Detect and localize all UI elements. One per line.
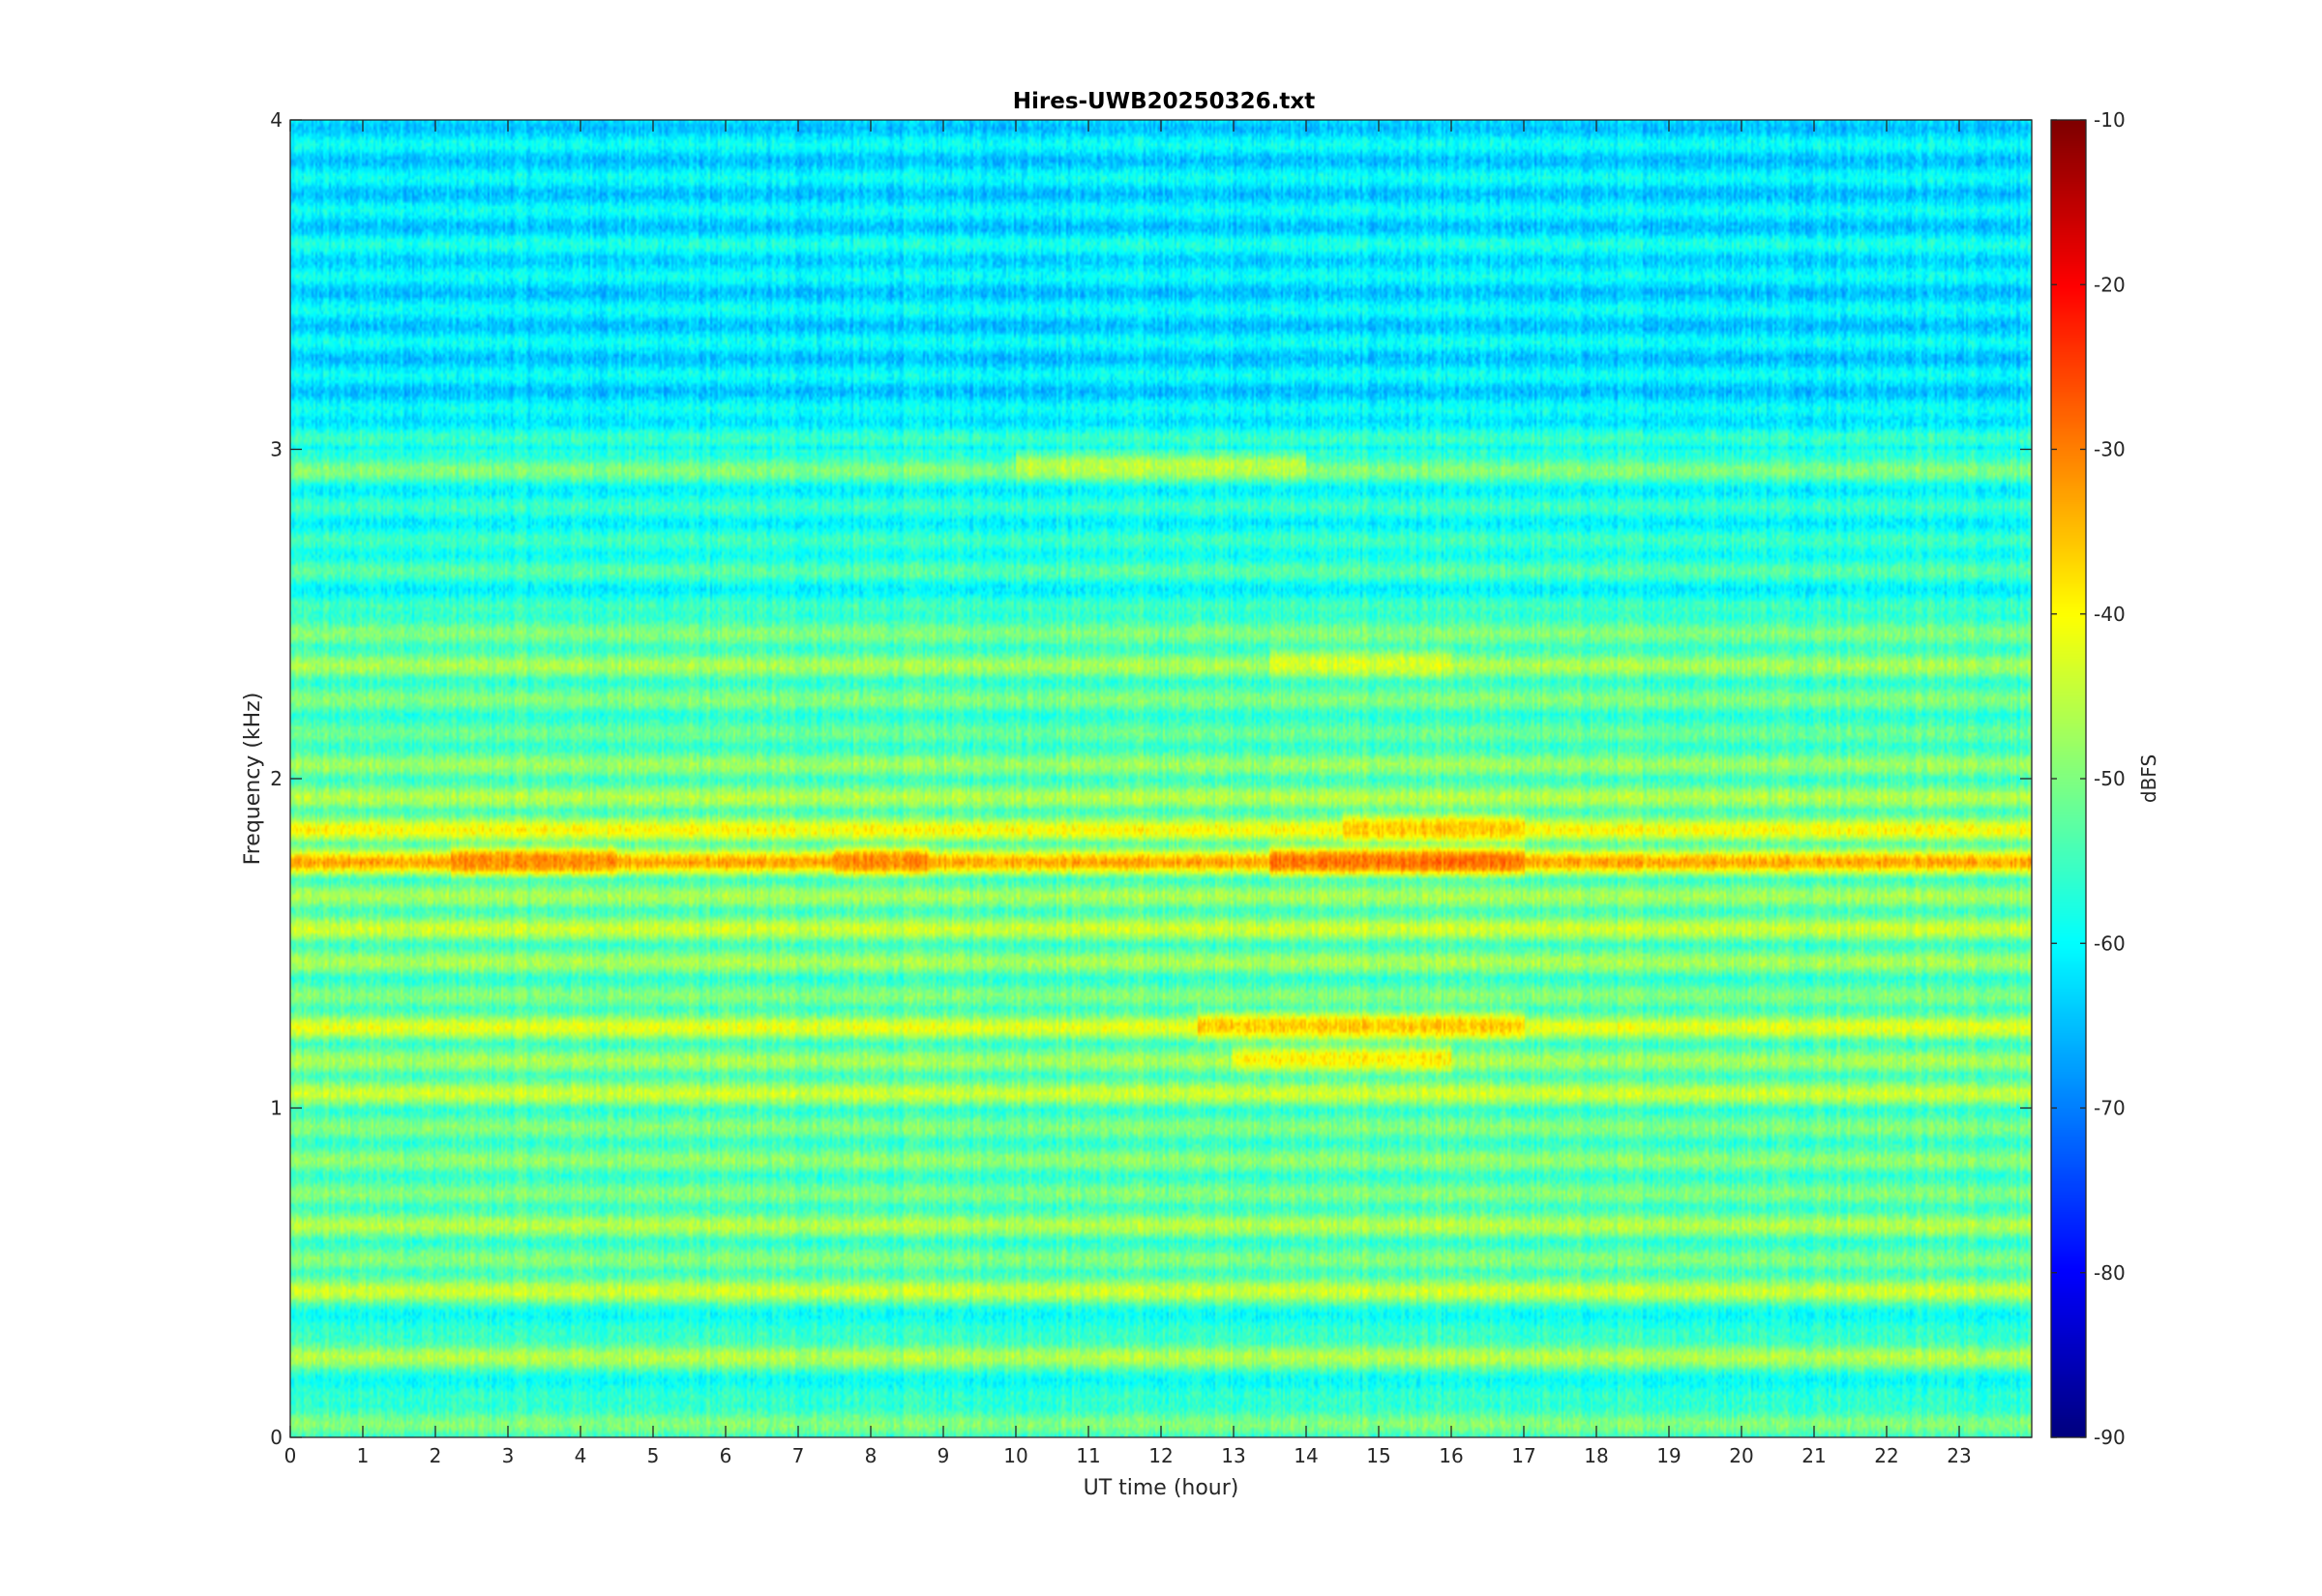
colorbar-tick-label: -10 bbox=[2094, 108, 2126, 132]
y-axis-label: Frequency (kHz) bbox=[241, 693, 265, 866]
x-tick-label: 23 bbox=[1947, 1444, 1971, 1467]
x-tick-label: 4 bbox=[575, 1444, 587, 1467]
x-tick-label: 6 bbox=[720, 1444, 732, 1467]
y-tick-label: 4 bbox=[270, 108, 283, 132]
x-tick-label: 3 bbox=[502, 1444, 515, 1467]
y-tick-label: 3 bbox=[270, 438, 283, 461]
x-tick-label: 9 bbox=[938, 1444, 950, 1467]
colorbar-tick-label: -80 bbox=[2094, 1261, 2126, 1285]
colorbar-tick-label: -60 bbox=[2094, 931, 2126, 955]
x-tick-label: 15 bbox=[1366, 1444, 1390, 1467]
x-axis-ticks: 0 1 2 3 4 5 6 7 8 9 10 11 12 13 14 15 16 17 18 19 20 21 22 23 bbox=[284, 120, 1972, 1467]
x-tick-label: 18 bbox=[1584, 1444, 1608, 1467]
x-axis-label: UT time (hour) bbox=[1084, 1476, 1239, 1500]
x-tick-label: 8 bbox=[865, 1444, 878, 1467]
x-tick-label: 2 bbox=[430, 1444, 442, 1467]
x-tick-label: 13 bbox=[1221, 1444, 1245, 1467]
colorbar-ticks: -10 -20 -30 -40 -50 -60 -70 -80 -90 bbox=[2051, 108, 2126, 1449]
x-tick-label: 14 bbox=[1294, 1444, 1318, 1467]
colorbar: -10 -20 -30 -40 -50 -60 -70 -80 -90 dBFS bbox=[2050, 108, 2160, 1449]
colorbar-label: dBFS bbox=[2137, 754, 2160, 803]
x-tick-label: 16 bbox=[1439, 1444, 1463, 1467]
colorbar-tick-label: -20 bbox=[2094, 273, 2126, 296]
x-tick-label: 1 bbox=[357, 1444, 370, 1467]
x-tick-label: 0 bbox=[284, 1444, 297, 1467]
x-tick-label: 22 bbox=[1874, 1444, 1898, 1467]
x-tick-label: 5 bbox=[647, 1444, 660, 1467]
heatmap-plot-area bbox=[289, 119, 2033, 1438]
x-tick-label: 10 bbox=[1003, 1444, 1027, 1467]
colorbar-tick-label: -90 bbox=[2094, 1426, 2126, 1449]
y-tick-label: 0 bbox=[270, 1426, 283, 1449]
colorbar-tick-label: -40 bbox=[2094, 603, 2126, 626]
colorbar-tick-label: -70 bbox=[2094, 1097, 2126, 1120]
x-tick-label: 17 bbox=[1511, 1444, 1535, 1467]
y-tick-label: 1 bbox=[270, 1097, 283, 1120]
x-tick-label: 12 bbox=[1148, 1444, 1173, 1467]
chart-title: Hires-UWB20250326.txt bbox=[1013, 89, 1315, 114]
y-axis-ticks: 0 1 2 3 4 bbox=[270, 108, 2032, 1449]
colorbar-tick-label: -50 bbox=[2094, 767, 2126, 790]
colorbar-tick-label: -30 bbox=[2094, 438, 2126, 461]
x-tick-label: 21 bbox=[1801, 1444, 1826, 1467]
x-tick-label: 11 bbox=[1076, 1444, 1100, 1467]
y-tick-label: 2 bbox=[270, 767, 283, 790]
spectrogram-heatmap bbox=[290, 120, 2032, 1437]
x-tick-label: 7 bbox=[792, 1444, 805, 1467]
x-tick-label: 19 bbox=[1656, 1444, 1681, 1467]
x-tick-label: 20 bbox=[1729, 1444, 1753, 1467]
